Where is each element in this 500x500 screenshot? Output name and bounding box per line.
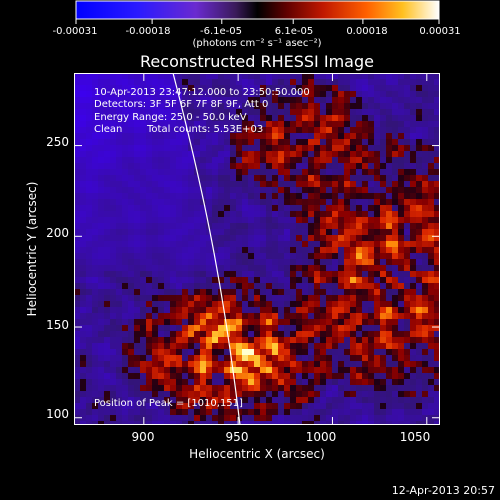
solar-limb-arc (172, 73, 241, 425)
y-tick-label: 100 (46, 407, 69, 421)
y-tick-label: 250 (46, 135, 69, 149)
colorbar-tick-label: 0.00031 (419, 26, 461, 37)
x-tick-label: 1000 (305, 430, 337, 444)
timestamp: 12-Apr-2013 20:57 (391, 484, 495, 497)
colorbar-tick-label: -6.1e-05 (200, 26, 242, 37)
detectors-label: Detectors: 3F 5F 6F 7F 8F 9F, Att 0 (94, 99, 269, 110)
x-tick-label: 950 (225, 430, 249, 444)
plot-frame (74, 73, 440, 425)
y-axis-label: Heliocentric Y (arcsec) (25, 181, 39, 317)
x-tick-label: 900 (131, 430, 155, 444)
colorbar-tick-label: 0.00018 (346, 26, 388, 37)
colorbar-tick-label: -0.00018 (125, 26, 171, 37)
y-tick-label: 200 (46, 226, 69, 240)
algorithm-label: Clean (94, 124, 123, 135)
colorbar-tickmarks (75, 19, 440, 24)
x-tick-label: 1050 (399, 430, 431, 444)
colorbar (75, 0, 440, 24)
time-range-label: 10-Apr-2013 23:47:12.000 to 23:50:50.000 (94, 87, 310, 98)
x-axis-label: Heliocentric X (arcsec) (189, 447, 325, 461)
peak-position-label: Position of Peak = [1010,151] (94, 398, 243, 409)
colorbar-units-label: (photons cm⁻² s⁻¹ asec⁻²) (192, 38, 322, 49)
total-counts-label: Total counts: 5.53E+03 (147, 124, 264, 135)
y-tick-label: 150 (46, 318, 69, 332)
colorbar-gradient (75, 0, 440, 20)
axis-tickmarks (74, 73, 440, 425)
colorbar-tick-label: 6.1e-05 (274, 26, 314, 37)
energy-range-label: Energy Range: 25.0 - 50.0 keV (94, 112, 247, 123)
colorbar-tick-label: -0.00031 (52, 26, 98, 37)
plot-title: Reconstructed RHESSI Image (140, 52, 374, 71)
rhessi-image (74, 73, 440, 425)
